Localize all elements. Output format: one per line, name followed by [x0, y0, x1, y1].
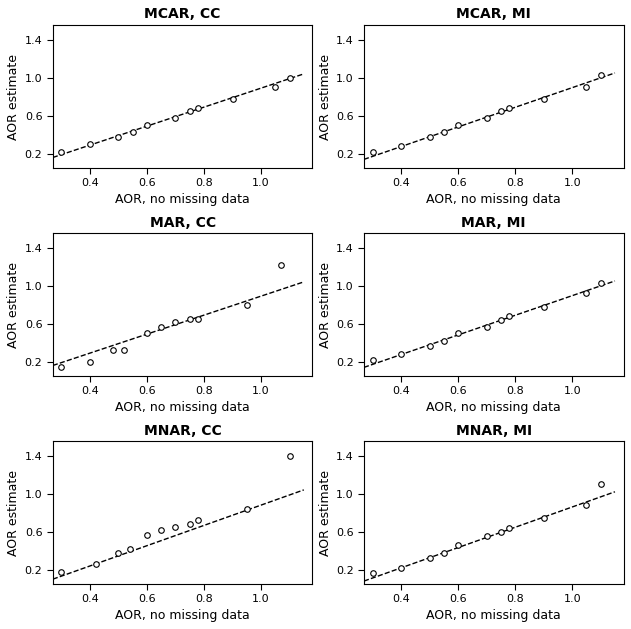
- X-axis label: AOR, no missing data: AOR, no missing data: [115, 608, 250, 621]
- X-axis label: AOR, no missing data: AOR, no missing data: [115, 192, 250, 206]
- X-axis label: AOR, no missing data: AOR, no missing data: [427, 192, 561, 206]
- X-axis label: AOR, no missing data: AOR, no missing data: [427, 608, 561, 621]
- Title: MNAR, CC: MNAR, CC: [144, 423, 221, 438]
- Title: MAR, CC: MAR, CC: [150, 216, 216, 230]
- Title: MCAR, CC: MCAR, CC: [144, 8, 221, 21]
- Y-axis label: AOR estimate: AOR estimate: [319, 53, 332, 140]
- Title: MNAR, MI: MNAR, MI: [456, 423, 532, 438]
- X-axis label: AOR, no missing data: AOR, no missing data: [115, 401, 250, 413]
- Y-axis label: AOR estimate: AOR estimate: [8, 262, 20, 348]
- Title: MAR, MI: MAR, MI: [461, 216, 526, 230]
- Y-axis label: AOR estimate: AOR estimate: [319, 262, 332, 348]
- Y-axis label: AOR estimate: AOR estimate: [8, 53, 20, 140]
- Title: MCAR, MI: MCAR, MI: [456, 8, 531, 21]
- Y-axis label: AOR estimate: AOR estimate: [319, 470, 332, 555]
- X-axis label: AOR, no missing data: AOR, no missing data: [427, 401, 561, 413]
- Y-axis label: AOR estimate: AOR estimate: [8, 470, 20, 555]
